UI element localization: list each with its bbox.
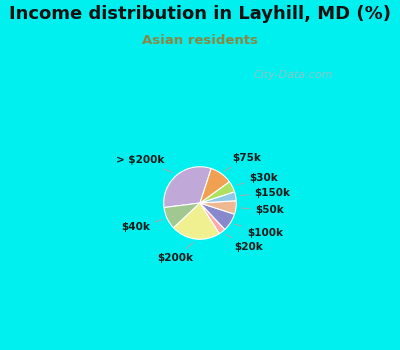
- Wedge shape: [200, 201, 236, 214]
- Text: $150k: $150k: [240, 188, 290, 198]
- Wedge shape: [200, 182, 234, 203]
- Text: $50k: $50k: [240, 205, 284, 215]
- Text: $75k: $75k: [225, 153, 262, 171]
- Wedge shape: [200, 168, 229, 203]
- Text: $20k: $20k: [226, 234, 263, 252]
- Text: $30k: $30k: [236, 173, 278, 185]
- Wedge shape: [164, 203, 200, 228]
- Wedge shape: [200, 203, 225, 234]
- Text: > $200k: > $200k: [116, 155, 173, 173]
- Wedge shape: [174, 203, 220, 239]
- Wedge shape: [200, 203, 234, 230]
- Text: $100k: $100k: [235, 224, 283, 238]
- Text: Income distribution in Layhill, MD (%): Income distribution in Layhill, MD (%): [9, 5, 391, 23]
- Wedge shape: [200, 192, 236, 203]
- Text: $200k: $200k: [157, 243, 193, 263]
- Wedge shape: [164, 167, 211, 208]
- Text: $40k: $40k: [121, 220, 163, 232]
- Text: Asian residents: Asian residents: [142, 34, 258, 47]
- Text: City-Data.com: City-Data.com: [254, 70, 333, 80]
